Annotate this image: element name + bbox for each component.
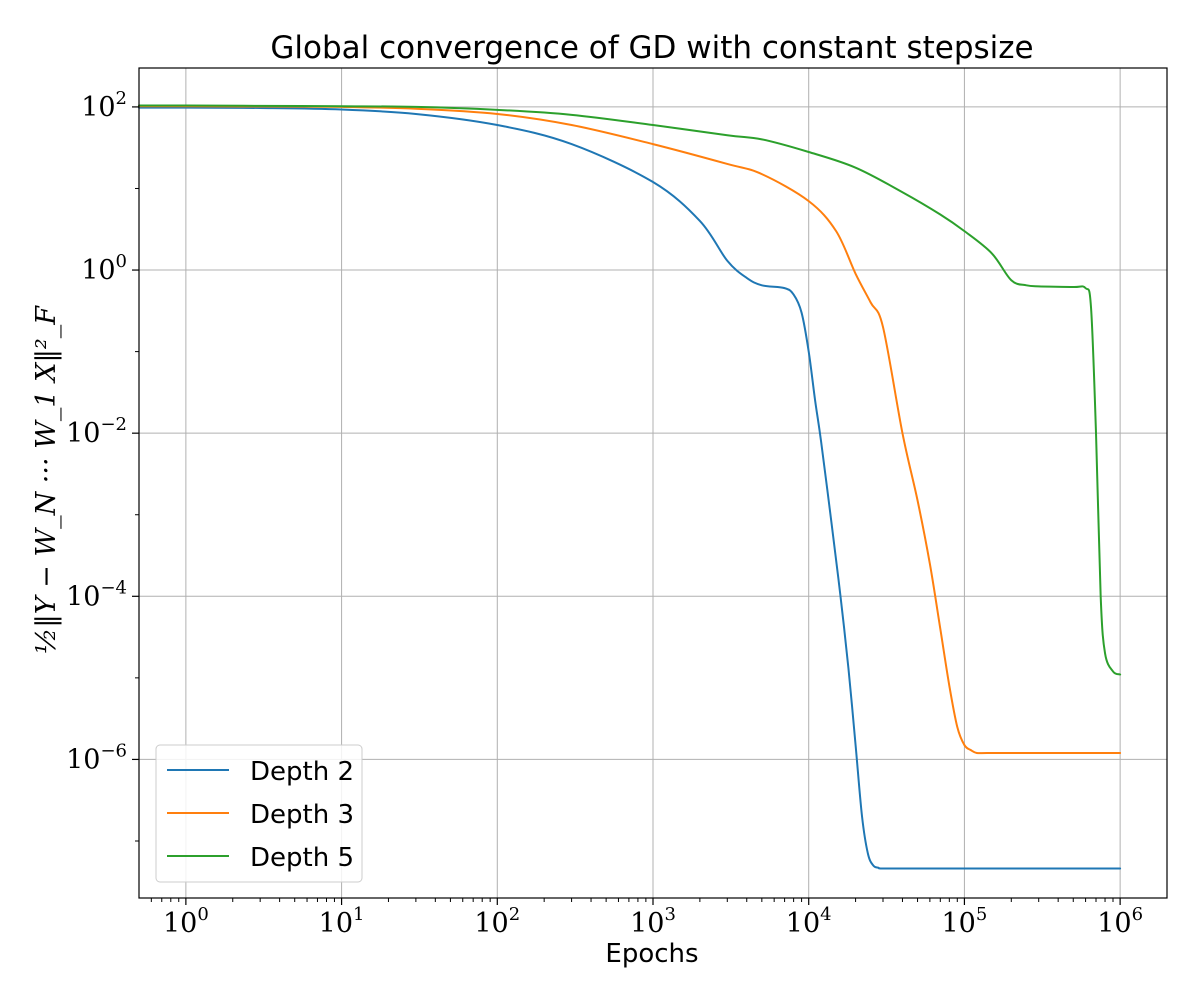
legend-label: Depth 2 bbox=[250, 757, 354, 787]
y-tick-label: 10−4 bbox=[66, 577, 127, 612]
x-tick-label: 102 bbox=[474, 904, 520, 939]
legend-box bbox=[155, 744, 363, 883]
legend-label: Depth 5 bbox=[250, 843, 354, 873]
x-tick-label: 100 bbox=[163, 904, 209, 939]
chart-title: Global convergence of GD with constant s… bbox=[270, 30, 1033, 66]
legend-label: Depth 3 bbox=[250, 800, 354, 830]
legend: Depth 2 Depth 3 Depth 5 bbox=[155, 744, 363, 883]
x-tick-label: 106 bbox=[1097, 904, 1143, 939]
series-line-depth-5 bbox=[138, 104, 1122, 676]
series-line-depth-2 bbox=[138, 106, 1122, 870]
series-line-depth-3 bbox=[138, 105, 1122, 755]
y-axis-label: ½‖Y − W_N ··· W_1 X‖²_F bbox=[31, 305, 62, 654]
y-tick-label: 102 bbox=[81, 88, 127, 123]
axes: 100 101 102 103 104 105 106 102 100 10−2 10−4 10−6 bbox=[66, 88, 1143, 939]
series-lines bbox=[138, 104, 1122, 870]
y-tick-label: 10−6 bbox=[66, 740, 127, 775]
y-tick-label: 10−2 bbox=[66, 414, 127, 449]
x-tick-label: 101 bbox=[319, 904, 365, 939]
x-tick-label: 105 bbox=[942, 904, 988, 939]
x-tick-label: 103 bbox=[630, 904, 676, 939]
x-axis-label: Epochs bbox=[605, 939, 698, 969]
x-tick-label: 104 bbox=[786, 904, 832, 939]
y-tick-label: 100 bbox=[81, 251, 127, 286]
